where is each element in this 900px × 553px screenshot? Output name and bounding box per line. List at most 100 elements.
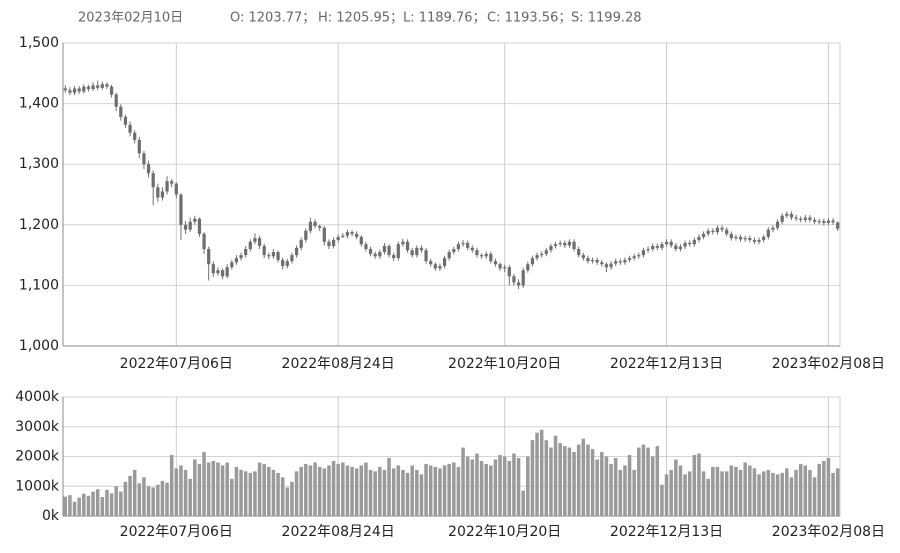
volume-bar xyxy=(82,493,86,516)
candle-body xyxy=(785,213,789,216)
candle-body xyxy=(762,236,766,240)
volume-bar xyxy=(590,449,595,516)
candle-body xyxy=(789,213,794,218)
volume-bar xyxy=(479,460,484,516)
candle-body xyxy=(715,227,720,233)
candle-body xyxy=(688,242,692,245)
volume-bar xyxy=(415,469,419,516)
volume-bar xyxy=(549,447,553,516)
candle-body xyxy=(91,85,95,90)
candle-body xyxy=(766,229,770,237)
volume-bar xyxy=(243,471,248,516)
volume-bar xyxy=(169,455,174,516)
candle-body xyxy=(711,230,715,233)
volume-bar xyxy=(738,469,743,516)
volume-bar xyxy=(641,444,646,516)
x-tick-label: 2023年02月08日 xyxy=(772,524,885,540)
volume-bar xyxy=(632,469,636,516)
volume-bar xyxy=(498,455,502,516)
volume-bar xyxy=(526,456,530,516)
candle-body xyxy=(63,88,67,91)
volume-bar xyxy=(188,478,192,516)
candle-body xyxy=(503,267,507,269)
volume-bar xyxy=(77,497,81,516)
candle-body xyxy=(146,164,151,174)
volume-bar xyxy=(123,481,128,516)
candle-body xyxy=(540,253,544,256)
candle-body xyxy=(72,88,77,93)
volume-bar xyxy=(711,466,715,516)
volume-bar xyxy=(132,469,137,516)
volume-bar xyxy=(775,474,780,516)
volume-bar xyxy=(165,482,169,516)
candle-body xyxy=(188,221,192,230)
volume-bar xyxy=(757,474,761,516)
candle-body xyxy=(614,261,618,264)
candle-body xyxy=(271,252,276,257)
candle-body xyxy=(77,88,81,92)
volume-bar xyxy=(465,456,470,516)
candle-body xyxy=(304,230,308,240)
candle-body xyxy=(86,86,91,90)
volume-bar xyxy=(197,463,202,516)
header-item: H: 1205.95； xyxy=(318,11,403,26)
volume-bar xyxy=(211,460,216,516)
candle-body xyxy=(299,239,303,248)
volume-bar xyxy=(276,472,280,516)
volume-bar xyxy=(558,443,562,516)
candle-body xyxy=(170,181,174,184)
candle-body xyxy=(276,252,280,260)
volume-bar xyxy=(142,477,146,516)
candle-body xyxy=(581,255,585,259)
volume-bar xyxy=(655,446,660,516)
volume-bar xyxy=(331,460,336,516)
volume-bar xyxy=(262,463,266,516)
volume-bar xyxy=(706,478,710,516)
candle-body xyxy=(447,252,451,259)
volume-bar xyxy=(253,471,257,516)
candle-body xyxy=(530,258,535,265)
candle-body xyxy=(267,255,271,257)
volume-bar xyxy=(475,453,479,516)
volume-bar xyxy=(442,465,447,516)
y-tick-label: 4000k xyxy=(15,389,60,405)
candle-body xyxy=(521,270,525,286)
volume-bar xyxy=(521,490,525,516)
candle-body xyxy=(230,262,234,268)
candle-body xyxy=(775,221,780,228)
candle-body xyxy=(382,246,387,253)
candle-body xyxy=(498,264,502,269)
volume-bar xyxy=(637,447,641,516)
volume-bar xyxy=(489,465,493,516)
volume-bar xyxy=(248,472,253,516)
volume-bar xyxy=(812,477,817,516)
volume-bar xyxy=(748,465,752,516)
candle-body xyxy=(609,263,613,268)
volume-bar xyxy=(382,469,387,516)
volume-bar xyxy=(822,460,826,516)
candle-body xyxy=(701,233,706,237)
candle-body xyxy=(373,253,377,257)
volume-bar xyxy=(701,471,706,516)
volume-bar xyxy=(553,435,558,516)
candle-body xyxy=(794,217,798,219)
candle-body xyxy=(632,256,636,259)
candle-body xyxy=(544,250,548,254)
candle-body xyxy=(331,239,336,247)
volume-bar xyxy=(354,468,359,516)
volume-bar xyxy=(294,471,299,516)
y-tick-label: 1,300 xyxy=(19,156,59,172)
volume-bar xyxy=(364,462,368,516)
volume-bar xyxy=(771,472,775,516)
candle-body xyxy=(318,226,322,228)
candle-body xyxy=(105,84,109,87)
volume-bar xyxy=(202,452,206,516)
candle-body xyxy=(308,221,313,231)
volume-bar xyxy=(285,487,290,516)
volume-bar xyxy=(613,457,618,516)
candle-body xyxy=(202,233,206,250)
y-tick-label: 0k xyxy=(42,508,60,524)
volume-bar xyxy=(179,465,183,516)
x-tick-label: 2023年02月08日 xyxy=(772,356,885,372)
volume-bar xyxy=(766,469,771,516)
